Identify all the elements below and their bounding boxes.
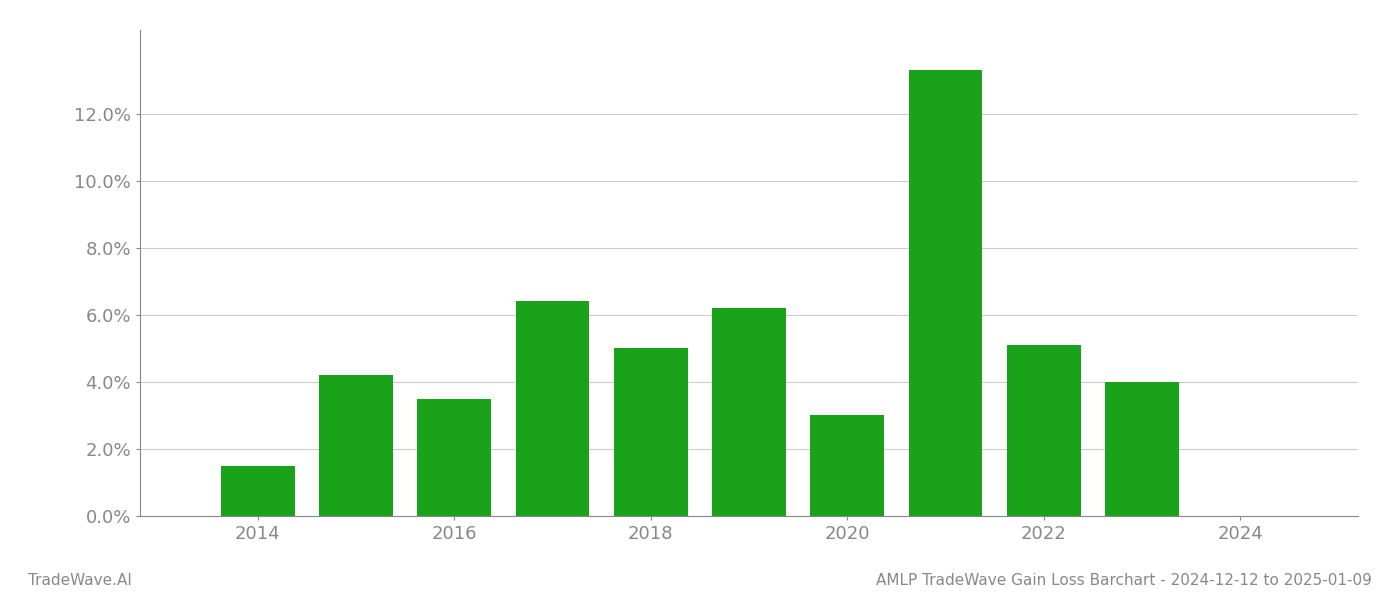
Text: AMLP TradeWave Gain Loss Barchart - 2024-12-12 to 2025-01-09: AMLP TradeWave Gain Loss Barchart - 2024… (876, 573, 1372, 588)
Bar (515, 301, 589, 516)
Bar (811, 415, 883, 516)
Bar (615, 349, 687, 516)
Bar (1007, 345, 1081, 516)
Bar (909, 70, 983, 516)
Bar (221, 466, 295, 516)
Bar (1105, 382, 1179, 516)
Text: TradeWave.AI: TradeWave.AI (28, 573, 132, 588)
Bar (319, 375, 393, 516)
Bar (417, 398, 491, 516)
Bar (713, 308, 785, 516)
